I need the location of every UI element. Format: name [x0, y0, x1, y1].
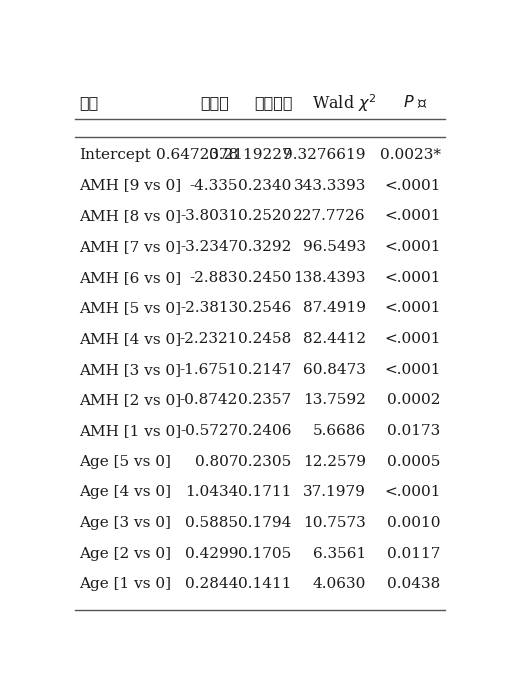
Text: 0.2450: 0.2450	[238, 271, 291, 284]
Text: 0.3292: 0.3292	[238, 240, 291, 254]
Text: Age [3 vs 0]: Age [3 vs 0]	[79, 516, 171, 530]
Text: Age [5 vs 0]: Age [5 vs 0]	[79, 455, 171, 469]
Text: 0.5885: 0.5885	[185, 516, 238, 530]
Text: 0.0005: 0.0005	[387, 455, 441, 469]
Text: 变量: 变量	[79, 94, 98, 111]
Text: 87.4919: 87.4919	[303, 301, 366, 315]
Text: <.0001: <.0001	[384, 240, 441, 254]
Text: -2.3813: -2.3813	[180, 301, 238, 315]
Text: -1.6751: -1.6751	[180, 363, 238, 377]
Text: <.0001: <.0001	[384, 332, 441, 346]
Text: 估计値: 估计値	[200, 94, 229, 111]
Text: 4.0630: 4.0630	[312, 577, 366, 591]
Text: 0.0010: 0.0010	[387, 516, 441, 530]
Text: 5.6686: 5.6686	[313, 424, 366, 438]
Text: AMH [9 vs 0]: AMH [9 vs 0]	[79, 179, 181, 193]
Text: AMH [2 vs 0]: AMH [2 vs 0]	[79, 394, 181, 408]
Text: 1.0434: 1.0434	[185, 485, 238, 499]
Text: 0.0438: 0.0438	[387, 577, 441, 591]
Text: 0.0023*: 0.0023*	[380, 148, 441, 162]
Text: 0.6472378: 0.6472378	[156, 148, 238, 162]
Text: 138.4393: 138.4393	[294, 271, 366, 284]
Text: 0.2147: 0.2147	[238, 363, 291, 377]
Text: 0.2520: 0.2520	[238, 209, 291, 223]
Text: -2.883: -2.883	[190, 271, 238, 284]
Text: -4.335: -4.335	[190, 179, 238, 193]
Text: $P$ 値: $P$ 値	[403, 94, 427, 111]
Text: Intercept: Intercept	[79, 148, 151, 162]
Text: AMH [6 vs 0]: AMH [6 vs 0]	[79, 271, 181, 284]
Text: 0.2340: 0.2340	[238, 179, 291, 193]
Text: 0.4299: 0.4299	[185, 547, 238, 561]
Text: 0.1711: 0.1711	[238, 485, 291, 499]
Text: -3.8031: -3.8031	[180, 209, 238, 223]
Text: Age [1 vs 0]: Age [1 vs 0]	[79, 577, 171, 591]
Text: 227.7726: 227.7726	[294, 209, 366, 223]
Text: 0.2305: 0.2305	[238, 455, 291, 469]
Text: 82.4412: 82.4412	[303, 332, 366, 346]
Text: 0.2119227: 0.2119227	[209, 148, 291, 162]
Text: 0.1794: 0.1794	[238, 516, 291, 530]
Text: -0.5727: -0.5727	[180, 424, 238, 438]
Text: -3.2347: -3.2347	[180, 240, 238, 254]
Text: AMH [3 vs 0]: AMH [3 vs 0]	[79, 363, 181, 377]
Text: 0.807: 0.807	[195, 455, 238, 469]
Text: AMH [4 vs 0]: AMH [4 vs 0]	[79, 332, 181, 346]
Text: 10.7573: 10.7573	[303, 516, 366, 530]
Text: AMH [7 vs 0]: AMH [7 vs 0]	[79, 240, 181, 254]
Text: 0.2546: 0.2546	[238, 301, 291, 315]
Text: <.0001: <.0001	[384, 363, 441, 377]
Text: 9.3276619: 9.3276619	[283, 148, 366, 162]
Text: AMH [1 vs 0]: AMH [1 vs 0]	[79, 424, 181, 438]
Text: 0.2844: 0.2844	[185, 577, 238, 591]
Text: 0.0117: 0.0117	[387, 547, 441, 561]
Text: AMH [5 vs 0]: AMH [5 vs 0]	[79, 301, 181, 315]
Text: 标准偏差: 标准偏差	[255, 94, 293, 111]
Text: 0.1411: 0.1411	[238, 577, 291, 591]
Text: <.0001: <.0001	[384, 179, 441, 193]
Text: Wald $\chi^2$: Wald $\chi^2$	[312, 92, 377, 113]
Text: 343.3393: 343.3393	[294, 179, 366, 193]
Text: -0.8742: -0.8742	[180, 394, 238, 408]
Text: 12.2579: 12.2579	[303, 455, 366, 469]
Text: 6.3561: 6.3561	[313, 547, 366, 561]
Text: 60.8473: 60.8473	[303, 363, 366, 377]
Text: -2.2321: -2.2321	[179, 332, 238, 346]
Text: AMH [8 vs 0]: AMH [8 vs 0]	[79, 209, 181, 223]
Text: <.0001: <.0001	[384, 209, 441, 223]
Text: Age [2 vs 0]: Age [2 vs 0]	[79, 547, 171, 561]
Text: 0.0002: 0.0002	[387, 394, 441, 408]
Text: Age [4 vs 0]: Age [4 vs 0]	[79, 485, 171, 499]
Text: 0.1705: 0.1705	[238, 547, 291, 561]
Text: 0.2406: 0.2406	[238, 424, 291, 438]
Text: 0.2458: 0.2458	[238, 332, 291, 346]
Text: 37.1979: 37.1979	[303, 485, 366, 499]
Text: <.0001: <.0001	[384, 271, 441, 284]
Text: <.0001: <.0001	[384, 485, 441, 499]
Text: 0.0173: 0.0173	[387, 424, 441, 438]
Text: 13.7592: 13.7592	[303, 394, 366, 408]
Text: <.0001: <.0001	[384, 301, 441, 315]
Text: 0.2357: 0.2357	[238, 394, 291, 408]
Text: 96.5493: 96.5493	[303, 240, 366, 254]
